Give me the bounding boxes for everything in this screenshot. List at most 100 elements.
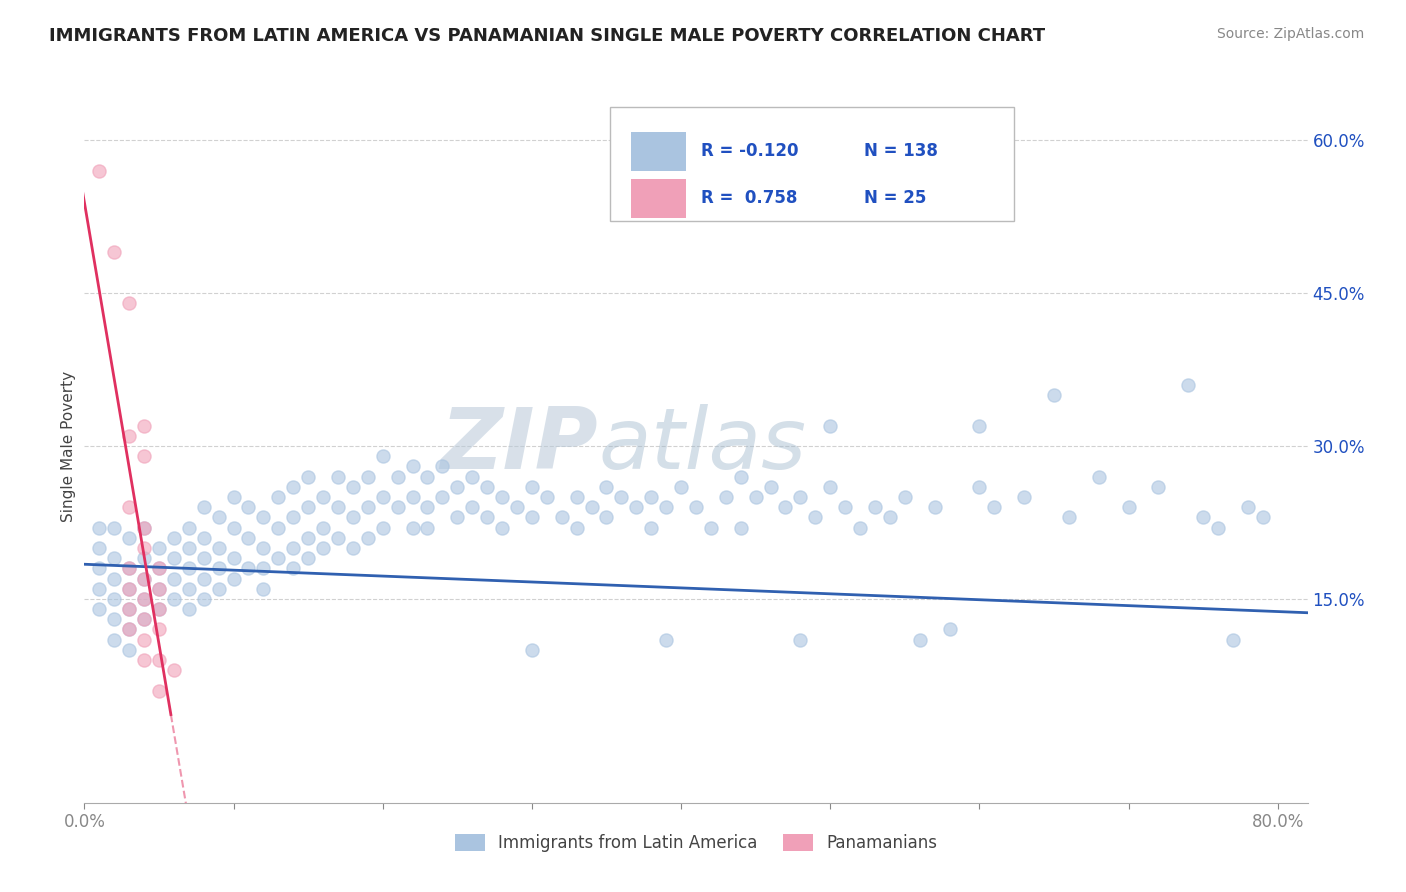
Point <box>1251 510 1274 524</box>
Point <box>326 469 349 483</box>
Point <box>177 541 200 555</box>
Point <box>132 572 155 586</box>
Point <box>118 582 141 596</box>
Point <box>89 561 111 575</box>
Point <box>416 520 439 534</box>
Point <box>312 541 335 555</box>
Point <box>640 490 662 504</box>
Point <box>475 510 498 524</box>
Point <box>89 541 111 555</box>
Point <box>371 449 394 463</box>
Point <box>148 602 170 616</box>
Point <box>148 561 170 575</box>
Point <box>655 500 678 515</box>
Point <box>371 520 394 534</box>
Point <box>357 500 380 515</box>
Point <box>132 591 155 606</box>
Point <box>789 490 811 504</box>
Point <box>207 510 229 524</box>
Point <box>387 469 409 483</box>
Point <box>1192 510 1215 524</box>
Point <box>297 531 319 545</box>
Point <box>446 480 468 494</box>
Point <box>118 531 141 545</box>
Point <box>148 602 170 616</box>
FancyBboxPatch shape <box>631 132 686 171</box>
Text: Source: ZipAtlas.com: Source: ZipAtlas.com <box>1216 27 1364 41</box>
Point <box>252 561 274 575</box>
Point <box>132 520 155 534</box>
Point <box>132 541 155 555</box>
Point <box>520 643 543 657</box>
Point <box>461 469 484 483</box>
Point <box>730 469 752 483</box>
Point <box>1043 388 1066 402</box>
Point <box>252 541 274 555</box>
Point <box>118 623 141 637</box>
Point <box>879 510 901 524</box>
Point <box>148 582 170 596</box>
Point <box>342 510 364 524</box>
Point <box>834 500 856 515</box>
Point <box>132 612 155 626</box>
Point <box>148 653 170 667</box>
Point <box>238 531 260 545</box>
Point <box>581 500 603 515</box>
Point <box>551 510 574 524</box>
Point <box>89 520 111 534</box>
Point <box>283 510 305 524</box>
Point <box>132 632 155 647</box>
Text: IMMIGRANTS FROM LATIN AMERICA VS PANAMANIAN SINGLE MALE POVERTY CORRELATION CHAR: IMMIGRANTS FROM LATIN AMERICA VS PANAMAN… <box>49 27 1045 45</box>
Point <box>163 551 186 566</box>
Point <box>775 500 797 515</box>
Point <box>700 520 723 534</box>
Point <box>818 480 841 494</box>
Point <box>177 602 200 616</box>
Point <box>432 459 454 474</box>
Point <box>536 490 558 504</box>
Point <box>401 490 423 504</box>
Point <box>118 602 141 616</box>
Point <box>894 490 917 504</box>
Point <box>416 469 439 483</box>
Legend: Immigrants from Latin America, Panamanians: Immigrants from Latin America, Panamania… <box>449 827 943 859</box>
Point <box>148 623 170 637</box>
Point <box>283 480 305 494</box>
Point <box>103 612 125 626</box>
Point <box>371 490 394 504</box>
Point <box>655 632 678 647</box>
Point <box>222 572 245 586</box>
Point <box>103 245 125 260</box>
Point <box>222 520 245 534</box>
Point <box>1118 500 1140 515</box>
Point <box>714 490 737 504</box>
Y-axis label: Single Male Poverty: Single Male Poverty <box>60 370 76 522</box>
Point <box>1206 520 1229 534</box>
Point <box>1087 469 1109 483</box>
Point <box>565 490 588 504</box>
Point <box>312 520 335 534</box>
Point <box>193 591 215 606</box>
Point <box>595 510 617 524</box>
Point <box>491 490 513 504</box>
Point <box>312 490 335 504</box>
Point <box>297 551 319 566</box>
Point <box>401 520 423 534</box>
Point <box>759 480 782 494</box>
Point <box>595 480 617 494</box>
Point <box>132 449 155 463</box>
Point <box>103 572 125 586</box>
Point <box>163 531 186 545</box>
Point <box>118 623 141 637</box>
Point <box>357 469 380 483</box>
Point <box>744 490 766 504</box>
Point <box>849 520 872 534</box>
Point <box>475 480 498 494</box>
Text: atlas: atlas <box>598 404 806 488</box>
Point <box>118 602 141 616</box>
Point <box>640 520 662 534</box>
Point <box>297 500 319 515</box>
Point <box>610 490 633 504</box>
Point <box>924 500 946 515</box>
Point <box>118 643 141 657</box>
